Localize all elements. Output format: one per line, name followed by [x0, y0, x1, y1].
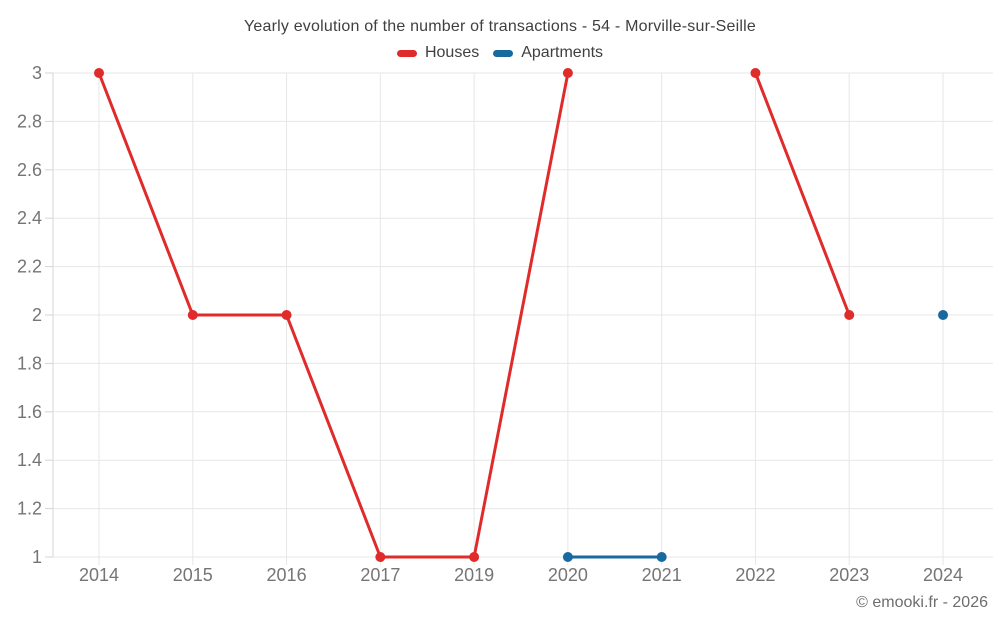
y-tick-label: 2.8 — [17, 111, 42, 131]
data-point-houses-2014[interactable] — [94, 68, 104, 78]
x-tick-label: 2023 — [829, 565, 869, 585]
data-point-houses-2023[interactable] — [844, 310, 855, 320]
data-point-houses-2016[interactable] — [281, 310, 292, 320]
x-tick-label: 2021 — [642, 565, 682, 585]
legend: Houses Apartments — [0, 44, 1000, 62]
data-point-apartments-2021[interactable] — [656, 552, 667, 562]
y-tick-label: 1.6 — [17, 402, 42, 422]
x-tick-label: 2017 — [360, 565, 400, 585]
y-tick-label: 3 — [32, 63, 42, 83]
y-tick-label: 2.6 — [17, 160, 42, 180]
x-tick-label: 2022 — [735, 565, 775, 585]
y-tick-label: 1.2 — [17, 499, 42, 519]
legend-label-houses: Houses — [424, 44, 480, 61]
legend-swatch-houses — [396, 49, 417, 57]
y-tick-label: 2.4 — [17, 208, 42, 228]
chart-title: Yearly evolution of the number of transa… — [243, 18, 756, 35]
y-tick-label: 1.8 — [17, 353, 42, 373]
footer-credit: © emooki.fr - 2026 — [856, 594, 988, 611]
legend-item-houses[interactable]: Houses — [396, 44, 480, 62]
y-tick-label: 1 — [32, 547, 42, 567]
legend-item-apartments[interactable]: Apartments — [493, 44, 603, 62]
data-point-houses-2019[interactable] — [469, 552, 480, 562]
data-point-apartments-2020[interactable] — [562, 552, 573, 562]
y-tick-label: 2 — [32, 305, 42, 325]
x-tick-label: 2015 — [173, 565, 213, 585]
data-point-houses-2017[interactable] — [375, 552, 386, 562]
legend-label-apartments: Apartments — [521, 44, 604, 61]
y-tick-label: 1.4 — [17, 450, 42, 470]
data-point-houses-2020[interactable] — [562, 68, 573, 78]
x-tick-label: 2014 — [79, 565, 119, 585]
series-line-houses — [97, 71, 570, 559]
data-point-apartments-2024[interactable] — [938, 310, 949, 320]
y-tick-label: 2.2 — [17, 257, 42, 277]
x-tick-label: 2019 — [454, 565, 494, 585]
x-tick-label: 2024 — [923, 565, 963, 585]
data-point-houses-2022[interactable] — [750, 68, 761, 78]
series-line-houses — [753, 71, 851, 317]
data-point-houses-2015[interactable] — [187, 310, 198, 320]
legend-swatch-apartments — [493, 49, 514, 57]
x-tick-label: 2016 — [267, 565, 307, 585]
x-tick-label: 2020 — [548, 565, 588, 585]
